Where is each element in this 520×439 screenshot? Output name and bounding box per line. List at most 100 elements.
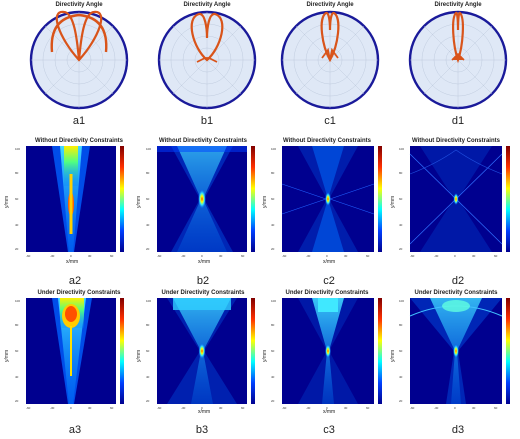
svg-text:20: 20 — [15, 247, 19, 251]
svg-text:0: 0 — [454, 254, 456, 258]
panel-label-c1: c1 — [324, 115, 336, 127]
panel-label-d2: d2 — [451, 275, 465, 287]
lobe-a1 — [55, 10, 103, 62]
svg-text:30: 30 — [472, 406, 476, 410]
svg-text:20: 20 — [146, 399, 150, 403]
svg-text:60: 60 — [399, 349, 403, 353]
svg-text:80: 80 — [271, 171, 275, 175]
svg-text:100: 100 — [146, 299, 151, 303]
svg-text:-60: -60 — [26, 254, 31, 258]
svg-text:60: 60 — [366, 254, 370, 258]
svg-text:0: 0 — [454, 406, 456, 410]
svg-text:-60: -60 — [26, 406, 31, 410]
svg-text:-30: -30 — [434, 406, 439, 410]
svg-text:60: 60 — [146, 349, 150, 353]
svg-text:40: 40 — [15, 223, 19, 227]
heatmap-title-d2: Without Directivity Constraints — [412, 138, 500, 144]
svg-text:-30: -30 — [306, 406, 311, 410]
svg-text:30: 30 — [88, 254, 92, 258]
svg-text:80: 80 — [146, 323, 150, 327]
svg-text:20: 20 — [15, 399, 19, 403]
svg-text:80: 80 — [399, 171, 403, 175]
lobe-d1 — [452, 11, 464, 64]
svg-text:40: 40 — [15, 375, 19, 379]
polar-title-a1: Directivity Angle — [55, 2, 103, 8]
xlabel-a2: x/mm — [66, 259, 79, 265]
svg-text:100: 100 — [399, 299, 404, 303]
panel-label-b3: b3 — [195, 424, 209, 436]
svg-text:60: 60 — [494, 254, 498, 258]
svg-text:60: 60 — [146, 197, 150, 201]
panel-label-c2: c2 — [323, 275, 335, 287]
ylabel-a3: y/mm — [4, 349, 10, 362]
panel-label-a3: a3 — [68, 424, 82, 436]
heatmap-b2: 100 80 60 40 20 -60 -30 0 30 60 — [146, 146, 255, 258]
heatmap-title-b2: Without Directivity Constraints — [159, 138, 247, 144]
xlabel-c3: x/mm — [323, 409, 336, 415]
panel-label-a1: a1 — [72, 115, 86, 127]
svg-text:60: 60 — [494, 406, 498, 410]
svg-text:60: 60 — [110, 406, 114, 410]
svg-text:-30: -30 — [50, 406, 55, 410]
svg-text:0: 0 — [201, 254, 203, 258]
svg-text:-30: -30 — [181, 406, 186, 410]
svg-text:40: 40 — [271, 223, 275, 227]
heatmap-d2: 100 80 60 40 20 -60 -30 0 30 60 — [399, 146, 510, 258]
svg-text:100: 100 — [146, 147, 151, 151]
lobe-b1 — [190, 12, 224, 62]
panel-label-a2: a2 — [68, 275, 82, 287]
svg-text:80: 80 — [399, 323, 403, 327]
heatmap-title-c3: Under Directivity Constraints — [285, 290, 369, 296]
polar-plot-c1 — [280, 10, 380, 110]
svg-text:-60: -60 — [157, 406, 162, 410]
svg-text:-60: -60 — [282, 406, 287, 410]
heatmap-title-d3: Under Directivity Constraints — [414, 290, 498, 296]
ylabel-b3: y/mm — [136, 349, 142, 362]
svg-text:100: 100 — [271, 299, 276, 303]
heatmap-c3: 100 80 60 40 20 -60 -30 0 30 60 — [271, 298, 382, 410]
panel-label-b2: b2 — [196, 275, 210, 287]
svg-text:60: 60 — [241, 406, 245, 410]
polar-title-b1: Directivity Angle — [183, 2, 231, 8]
svg-text:80: 80 — [146, 171, 150, 175]
svg-text:60: 60 — [15, 197, 19, 201]
svg-text:-60: -60 — [157, 254, 162, 258]
heatmap-a3: 100 80 60 40 20 -60 -30 0 30 60 — [15, 298, 124, 410]
polar-plot-d1 — [408, 10, 508, 110]
heatmap-title-a3: Under Directivity Constraints — [37, 290, 121, 296]
lobe-c1 — [320, 11, 340, 63]
heatmap-title-b3: Under Directivity Constraints — [161, 290, 245, 296]
svg-text:0: 0 — [70, 406, 72, 410]
svg-text:-30: -30 — [434, 254, 439, 258]
svg-text:60: 60 — [15, 349, 19, 353]
polar-title-c1: Directivity Angle — [306, 2, 354, 8]
panel-label-d1: d1 — [451, 115, 465, 127]
svg-text:30: 30 — [344, 254, 348, 258]
svg-text:0: 0 — [326, 406, 328, 410]
panel-label-d3: d3 — [451, 424, 465, 436]
svg-text:-30: -30 — [306, 254, 311, 258]
svg-text:20: 20 — [146, 247, 150, 251]
svg-text:-30: -30 — [181, 254, 186, 258]
svg-text:0: 0 — [70, 254, 72, 258]
xlabel-c2: x/mm — [323, 259, 336, 265]
svg-text:60: 60 — [271, 349, 275, 353]
svg-text:40: 40 — [399, 223, 403, 227]
svg-text:30: 30 — [344, 406, 348, 410]
svg-text:40: 40 — [146, 375, 150, 379]
svg-text:-30: -30 — [50, 254, 55, 258]
svg-text:20: 20 — [271, 247, 275, 251]
svg-text:40: 40 — [399, 375, 403, 379]
polar-plot-a1 — [29, 10, 129, 110]
heatmap-d3: 100 80 60 40 20 -60 -30 0 30 60 — [399, 298, 510, 410]
svg-text:60: 60 — [271, 197, 275, 201]
svg-text:-60: -60 — [410, 254, 415, 258]
heatmap-a2: 100 80 60 40 20 -60 -30 0 30 60 — [15, 146, 124, 258]
svg-text:80: 80 — [271, 323, 275, 327]
ylabel-b2: y/mm — [136, 195, 142, 208]
svg-text:30: 30 — [88, 406, 92, 410]
svg-text:80: 80 — [15, 171, 19, 175]
svg-text:100: 100 — [399, 147, 404, 151]
polar-title-d1: Directivity Angle — [434, 2, 482, 8]
panel-label-c3: c3 — [323, 424, 335, 436]
